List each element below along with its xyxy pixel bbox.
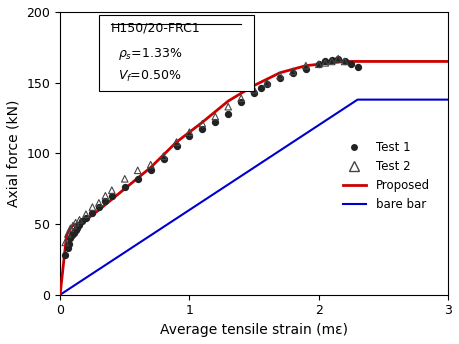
Test 2	[108, 187, 116, 193]
Test 1	[347, 62, 355, 67]
Test 2	[173, 139, 180, 145]
Test 1	[68, 233, 75, 238]
Test 1	[354, 64, 361, 70]
Test 2	[64, 231, 72, 237]
Test 2	[121, 176, 129, 182]
Test 2	[102, 193, 109, 198]
Test 2	[199, 121, 206, 126]
Test 2	[237, 95, 245, 101]
Text: $V_f$=0.50%: $V_f$=0.50%	[118, 76, 182, 91]
Test 1	[95, 204, 102, 210]
Test 2	[322, 60, 329, 66]
Test 1	[263, 81, 271, 87]
Test 1	[328, 57, 336, 63]
Test 1	[224, 111, 232, 117]
Test 1	[251, 90, 258, 95]
Test 1	[76, 223, 83, 228]
Text: $\rho_s$=1.33%: $\rho_s$=1.33%	[118, 53, 183, 69]
Test 1	[335, 56, 342, 61]
Test 1	[82, 216, 90, 221]
Test 1	[64, 245, 72, 251]
Test 2	[160, 153, 167, 159]
Test 1	[322, 59, 329, 64]
Test 1	[72, 227, 79, 233]
Test 2	[134, 168, 141, 173]
Y-axis label: Axial force (kN): Axial force (kN)	[7, 100, 21, 207]
Test 1	[302, 66, 309, 71]
Test 1	[276, 76, 284, 81]
Test 2	[289, 68, 297, 74]
Test 2	[89, 204, 96, 210]
Test 1	[199, 127, 206, 132]
Test 2	[147, 162, 154, 168]
Test 1	[212, 119, 219, 125]
Test 2	[276, 73, 284, 78]
Test 1	[78, 218, 86, 224]
Test 2	[315, 62, 323, 67]
Test 1	[67, 235, 74, 241]
Test 1	[173, 143, 180, 149]
Test 1	[289, 70, 297, 75]
Test 2	[212, 114, 219, 119]
Test 2	[95, 200, 102, 206]
Test 2	[335, 56, 342, 61]
Test 1	[66, 241, 73, 247]
Test 1	[237, 100, 245, 105]
Test 1	[102, 199, 109, 204]
Test 2	[224, 104, 232, 109]
Legend: Test 1, Test 2, Proposed, bare bar: Test 1, Test 2, Proposed, bare bar	[338, 137, 435, 216]
Test 1	[71, 230, 78, 235]
Test 2	[341, 59, 348, 64]
Test 2	[302, 63, 309, 68]
Text: $\rho_s$=1.33%: $\rho_s$=1.33%	[118, 46, 183, 62]
Test 1	[341, 59, 348, 64]
Test 2	[76, 217, 83, 223]
Test 2	[263, 80, 271, 85]
Test 1	[62, 252, 69, 258]
Test 1	[89, 210, 96, 215]
Test 1	[121, 184, 129, 190]
Test 1	[186, 133, 193, 139]
Test 1	[160, 156, 167, 162]
Test 1	[108, 193, 116, 198]
Test 1	[147, 168, 154, 173]
Text: H150/20-FRC1: H150/20-FRC1	[111, 22, 200, 35]
Test 2	[67, 226, 74, 231]
FancyBboxPatch shape	[99, 15, 254, 91]
Test 2	[82, 212, 90, 217]
Test 2	[72, 220, 79, 225]
Test 2	[62, 240, 69, 245]
Test 2	[328, 59, 336, 64]
Test 1	[257, 86, 264, 91]
Test 1	[73, 226, 81, 231]
Test 1	[134, 176, 141, 182]
Test 1	[69, 230, 77, 235]
Text: H150/20-FRC1: H150/20-FRC1	[111, 23, 200, 36]
X-axis label: Average tensile strain (mε): Average tensile strain (mε)	[160, 323, 348, 337]
Text: $V_f$=0.50%: $V_f$=0.50%	[118, 68, 182, 84]
Test 1	[315, 62, 323, 67]
Test 2	[69, 223, 77, 228]
Test 2	[186, 129, 193, 135]
Test 2	[251, 87, 258, 93]
